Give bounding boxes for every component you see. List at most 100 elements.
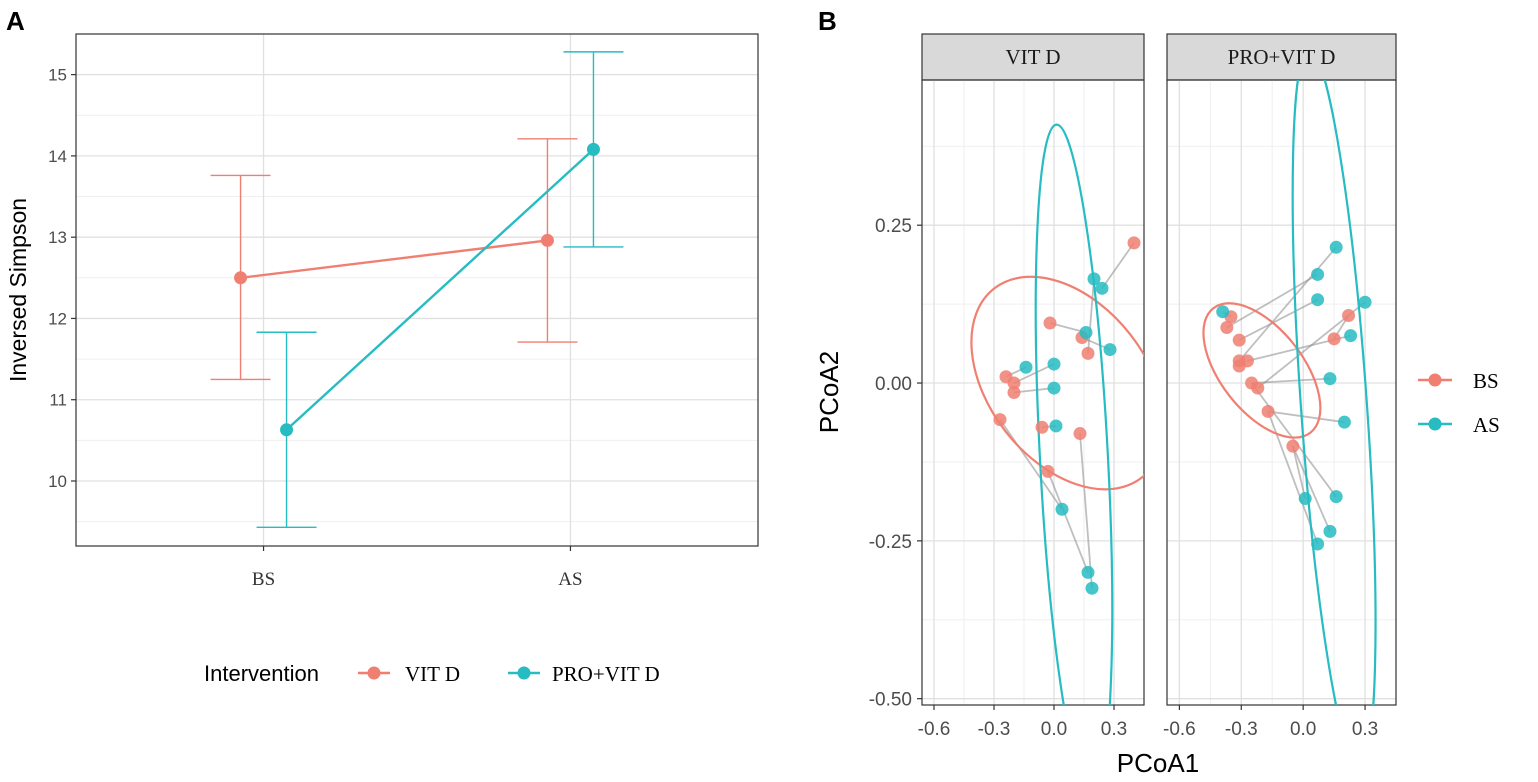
pair-line <box>1013 363 1055 384</box>
legend-title: Intervention <box>204 661 319 686</box>
y-tick-label: 13 <box>48 228 67 247</box>
data-point-bs <box>1127 236 1141 250</box>
data-point-as <box>1311 267 1325 281</box>
data-point-bs <box>1286 439 1300 453</box>
confidence-ellipse-as <box>1291 80 1377 705</box>
data-point-as <box>1216 305 1230 319</box>
x-tick-label: -0.3 <box>1225 719 1258 740</box>
y-tick-label: 12 <box>48 309 67 328</box>
legend-label: PRO+VIT D <box>552 662 660 686</box>
y-tick-label: -0.25 <box>869 532 912 553</box>
data-point-bs <box>1043 316 1057 330</box>
legend-key-point <box>1428 417 1442 431</box>
data-point-bs <box>993 413 1007 427</box>
panel-a-legend: Intervention VIT D PRO+VIT D <box>204 661 660 686</box>
pair-line <box>1291 445 1307 499</box>
panel-b-x-axis-title: PCoA1 <box>1117 748 1199 778</box>
facet-vit-d: VIT D <box>921 33 1145 706</box>
data-point-bs <box>1220 320 1234 334</box>
data-point-bs <box>1327 332 1341 346</box>
pair-line <box>1251 377 1331 384</box>
legend-label: VIT D <box>405 662 460 686</box>
data-point-bs <box>1041 464 1055 478</box>
data-point-bs <box>1081 346 1095 360</box>
pair-line <box>1238 246 1337 362</box>
data-point <box>234 271 248 285</box>
x-tick-label: BS <box>252 569 275 590</box>
facet-pro-vit-d: PRO+VIT D <box>1166 33 1397 706</box>
pair-line <box>1013 387 1055 394</box>
confidence-ellipse-as <box>1034 123 1114 705</box>
series-vit-d <box>210 138 578 381</box>
panel-b-legend: BS AS <box>1418 369 1500 437</box>
data-point-as <box>1311 293 1325 307</box>
panel-a-border <box>75 33 759 547</box>
confidence-ellipse-bs <box>970 275 1144 491</box>
data-point-as <box>1085 581 1099 595</box>
data-point-as <box>1358 295 1372 309</box>
data-point <box>540 233 554 247</box>
pair-line <box>1079 433 1093 589</box>
data-point-as <box>1323 524 1337 538</box>
data-point-as <box>1103 343 1117 357</box>
y-tick-label: 0.25 <box>875 216 912 237</box>
x-tick-label: -0.6 <box>1163 719 1196 740</box>
data-point-as <box>1019 360 1033 374</box>
data-point-as <box>1329 240 1343 254</box>
data-point-as <box>1323 372 1337 386</box>
y-tick-label: 11 <box>49 391 67 410</box>
data-point-bs <box>1035 420 1049 434</box>
data-point-as <box>1081 565 1095 579</box>
data-point-bs <box>1251 381 1265 395</box>
panel-b-chart: VIT D PRO+VIT D -0.50 -0.25 0.00 0.25 -0.6 -0.… <box>814 33 1500 778</box>
data-point-bs <box>1232 359 1246 373</box>
pair-line <box>1101 242 1135 289</box>
panel-a-y-axis-title: Inversed Simpson <box>5 198 31 382</box>
y-tick-label: 10 <box>48 472 67 491</box>
x-tick-label: 0.3 <box>1352 719 1378 740</box>
data-point-bs <box>1232 333 1246 347</box>
facet-plot-area <box>1202 80 1377 705</box>
data-point-as <box>1087 272 1101 286</box>
data-point-bs <box>1007 376 1021 390</box>
data-point-bs <box>1261 404 1275 418</box>
series-line <box>285 148 595 431</box>
legend-key-point <box>517 666 531 680</box>
confidence-ellipse-bs <box>1202 302 1322 439</box>
panel-a-chart: 10 11 12 13 14 15 BS AS Inversed Simpson Interv… <box>5 33 759 686</box>
data-point-as <box>1337 415 1351 429</box>
legend-key-point <box>1428 373 1442 387</box>
data-point-as <box>1047 357 1061 371</box>
pair-line <box>1226 273 1319 329</box>
x-tick-label: AS <box>558 569 582 590</box>
panel-b-y-axis-title: PCoA2 <box>814 351 844 433</box>
data-point-as <box>1344 329 1358 343</box>
data-point-as <box>1047 381 1061 395</box>
facet-border <box>1166 79 1397 706</box>
x-tick-label: 0.3 <box>1101 719 1127 740</box>
y-tick-label: -0.50 <box>869 690 912 711</box>
data-point-bs <box>1007 386 1021 399</box>
data-point-bs <box>1073 427 1087 441</box>
facet-grid <box>1167 80 1397 705</box>
legend-key-point <box>367 666 381 680</box>
facet-strip-label: VIT D <box>1005 45 1060 69</box>
pair-line <box>999 419 1063 510</box>
x-tick-label: 0.0 <box>1041 719 1067 740</box>
series-line <box>240 239 548 280</box>
x-tick-label: 0.0 <box>1290 719 1316 740</box>
facet-grid <box>922 80 1145 705</box>
data-point-as <box>1311 537 1325 551</box>
data-point-as <box>1298 492 1312 506</box>
panel-a-label: A <box>6 6 25 36</box>
data-point-as <box>1049 419 1063 433</box>
x-tick-label: -0.3 <box>978 719 1011 740</box>
y-tick-label: 14 <box>48 147 67 166</box>
data-point-bs <box>1342 308 1356 322</box>
y-tick-label: 15 <box>48 66 67 85</box>
data-point-as <box>1079 326 1093 340</box>
pair-line <box>1292 445 1331 532</box>
pair-line <box>1238 298 1319 341</box>
y-tick-label: 0.00 <box>875 374 912 395</box>
